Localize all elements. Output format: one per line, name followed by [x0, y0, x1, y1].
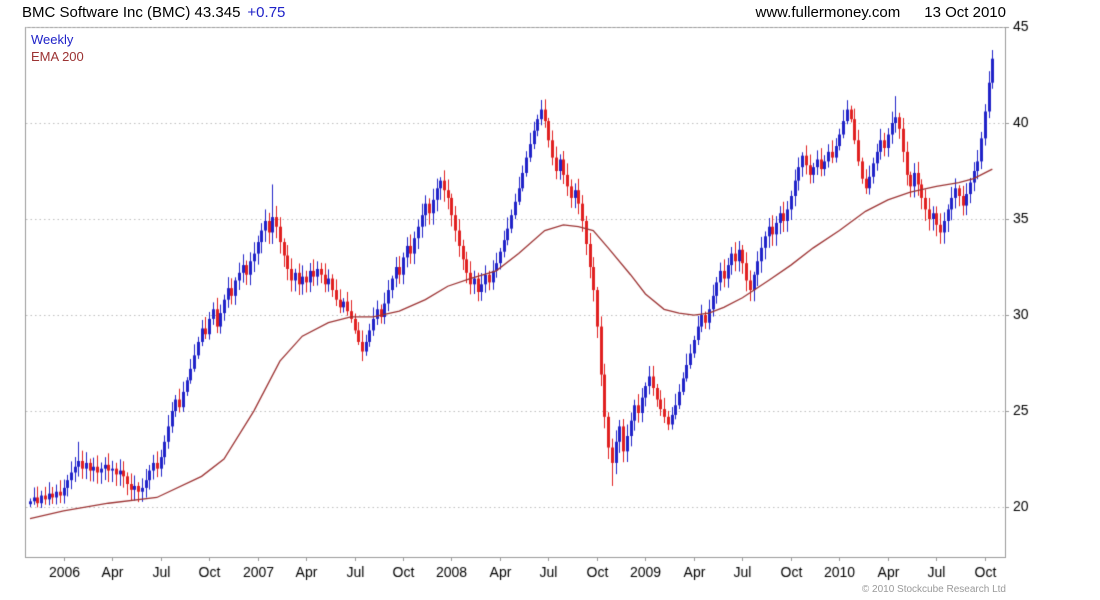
source-site: www.fullermoney.com [755, 4, 901, 21]
source-header: www.fullermoney.com 13 Oct 2010 [756, 4, 1007, 21]
chart-header: BMC Software Inc (BMC) 43.345 +0.75 www.f… [22, 4, 1006, 21]
legend-ema-200: EMA 200 [31, 49, 84, 64]
price-change: +0.75 [247, 4, 286, 21]
chart-date: 13 Oct 2010 [924, 4, 1006, 21]
legend-weekly: Weekly [31, 32, 74, 47]
copyright-notice: © 2010 Stockcube Research Ltd [861, 584, 1006, 595]
instrument-title: BMC Software Inc (BMC) 43.345 [22, 4, 241, 21]
chart-legend: Weekly EMA 200 [31, 31, 84, 65]
instrument-header: BMC Software Inc (BMC) 43.345 +0.75 [22, 4, 285, 21]
